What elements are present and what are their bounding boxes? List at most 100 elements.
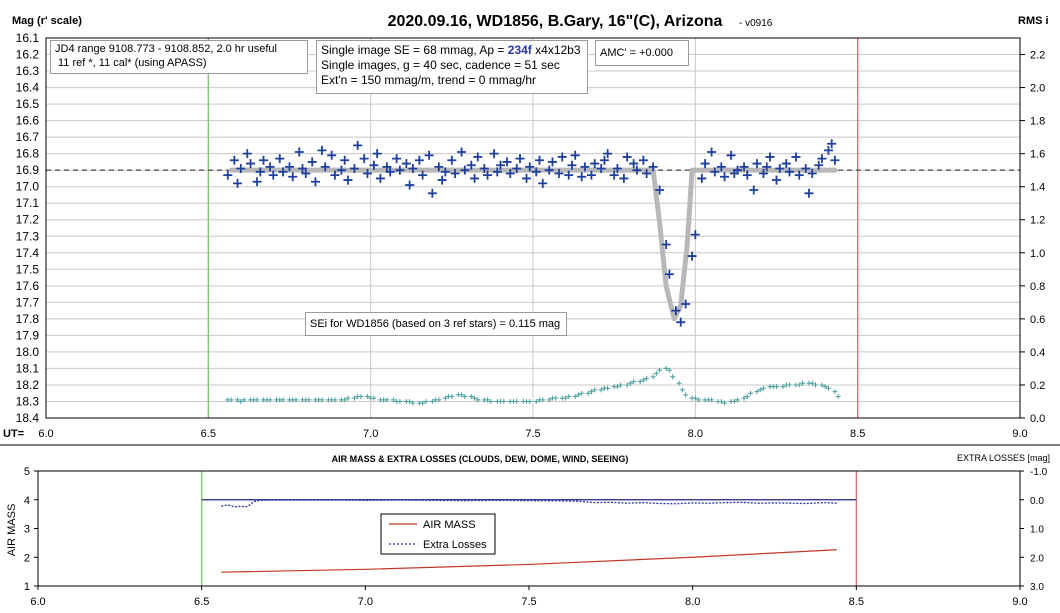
rms-point bbox=[819, 382, 825, 388]
rms-point bbox=[459, 392, 465, 398]
jd-range-line: JD4 range 9108.773 - 9108.852, 2.0 hr us… bbox=[55, 43, 277, 55]
model-curve bbox=[228, 167, 838, 322]
left-tick-label: 16.5 bbox=[16, 97, 40, 111]
rms-point bbox=[774, 384, 779, 390]
mag-point bbox=[534, 155, 544, 165]
mag-point bbox=[671, 306, 681, 316]
x-tick-label: 6.5 bbox=[201, 428, 216, 440]
rms-point bbox=[420, 400, 426, 406]
rms-point bbox=[786, 382, 792, 388]
left-tick-label: 18.3 bbox=[16, 394, 40, 408]
rms-point bbox=[650, 374, 656, 380]
bottom-right-tick-label: 3.0 bbox=[1030, 582, 1044, 593]
bottom-right-tick-label: 0.0 bbox=[1030, 496, 1044, 507]
left-tick-label: 16.2 bbox=[16, 48, 40, 62]
left-tick-label: 17.4 bbox=[16, 246, 40, 260]
mag-point bbox=[570, 150, 580, 160]
rms-point bbox=[280, 397, 286, 403]
mag-point bbox=[612, 164, 622, 174]
image-stats-box: Single image SE = 68 mmag, Ap = 234f x4x… bbox=[316, 40, 588, 94]
mag-point bbox=[801, 164, 811, 174]
mag-point bbox=[749, 185, 759, 195]
left-tick-label: 16.1 bbox=[16, 31, 40, 45]
mag-point bbox=[336, 165, 346, 175]
rms-point bbox=[364, 394, 370, 400]
mag-point bbox=[343, 175, 353, 185]
top-gridlines bbox=[46, 38, 1020, 418]
amc-value: AMC' = +0.000 bbox=[600, 47, 674, 59]
rms-point bbox=[666, 367, 672, 373]
left-tick-label: 17.8 bbox=[16, 312, 40, 326]
bottom-left-tick-label: 2 bbox=[24, 552, 30, 564]
top-x-tick-labels: 6.0 6.5 7.0 7.5 8.0 8.5 9.0 bbox=[38, 428, 1027, 440]
mag-point bbox=[742, 170, 752, 180]
bottom-left-axis-label: AIR MASS bbox=[6, 504, 18, 557]
airmass-line bbox=[221, 549, 837, 573]
mag-point bbox=[609, 170, 619, 180]
rms-point bbox=[241, 397, 247, 403]
bottom-chart-title: AIR MASS & EXTRA LOSSES (CLOUDS, DEW, DO… bbox=[332, 454, 629, 464]
rms-point bbox=[624, 382, 630, 388]
mag-point bbox=[823, 145, 833, 155]
rms-point bbox=[598, 387, 604, 393]
x-tick-label: 7.0 bbox=[363, 428, 378, 440]
airmass-series bbox=[221, 549, 837, 573]
right-tick-label: 1.2 bbox=[1030, 215, 1045, 227]
rms-point bbox=[696, 397, 702, 403]
rms-point bbox=[485, 397, 491, 403]
left-tick-label: 17.1 bbox=[16, 196, 40, 210]
extinction-line: Ext'n = 150 mmag/m, trend = 0 mmag/hr bbox=[321, 73, 537, 87]
mag-point bbox=[830, 155, 840, 165]
rms-point bbox=[741, 395, 747, 401]
x-tick-label: 8.5 bbox=[850, 428, 865, 440]
right-tick-label: 2.0 bbox=[1030, 83, 1045, 95]
rms-point bbox=[442, 395, 448, 401]
rms-point bbox=[572, 394, 578, 400]
rms-point bbox=[429, 398, 435, 404]
aperture-suffix: x4x12b3 bbox=[531, 43, 581, 57]
rms-point bbox=[410, 400, 416, 406]
extra-losses-line bbox=[221, 499, 837, 508]
bottom-x-tick-label: 6.5 bbox=[194, 596, 209, 608]
rms-point bbox=[488, 398, 494, 404]
rms-point bbox=[644, 375, 650, 381]
mag-point bbox=[460, 165, 470, 175]
mag-point bbox=[492, 167, 502, 177]
mag-point bbox=[385, 167, 395, 177]
bottom-x-tick-label: 8.0 bbox=[685, 596, 700, 608]
rms-point bbox=[267, 397, 273, 403]
rms-point bbox=[618, 382, 624, 388]
rms-point bbox=[371, 395, 377, 401]
mag-point bbox=[466, 160, 476, 170]
bottom-right-tick-label: 1.0 bbox=[1030, 525, 1044, 536]
mag-point bbox=[408, 164, 418, 174]
rms-point bbox=[345, 395, 351, 401]
bottom-right-axis-label: EXTRA LOSSES [mag] bbox=[957, 453, 1050, 463]
mag-point bbox=[577, 172, 587, 182]
left-tick-label: 17.0 bbox=[16, 180, 40, 194]
mag-point bbox=[547, 157, 557, 167]
amc-box: AMC' = +0.000 bbox=[595, 40, 689, 66]
rms-point bbox=[640, 377, 646, 383]
rms-point bbox=[761, 385, 767, 391]
rms-point bbox=[731, 398, 737, 404]
mag-point bbox=[434, 162, 444, 172]
mag-point bbox=[775, 164, 785, 174]
mag-point bbox=[567, 160, 577, 170]
mag-point bbox=[794, 170, 804, 180]
x-tick-label: 6.0 bbox=[38, 428, 53, 440]
mag-point bbox=[515, 154, 525, 164]
mag-point bbox=[759, 168, 769, 178]
rms-point bbox=[468, 394, 474, 400]
mag-point bbox=[473, 152, 483, 162]
rms-point bbox=[384, 397, 390, 403]
mag-point bbox=[697, 173, 707, 183]
mag-point bbox=[590, 159, 600, 169]
rms-point bbox=[657, 367, 663, 373]
bottom-left-tick-label: 4 bbox=[24, 495, 30, 507]
top-right-tick-labels: 0.0 0.2 0.4 0.6 0.8 1.0 1.2 1.4 1.6 1.8 2.0 2.2 bbox=[1020, 50, 1045, 425]
left-tick-label: 17.6 bbox=[16, 279, 40, 293]
mag-point bbox=[285, 162, 294, 172]
rms-point bbox=[293, 397, 299, 403]
sei-value: SEi for WD1856 (based on 3 ref stars) = … bbox=[310, 318, 561, 330]
